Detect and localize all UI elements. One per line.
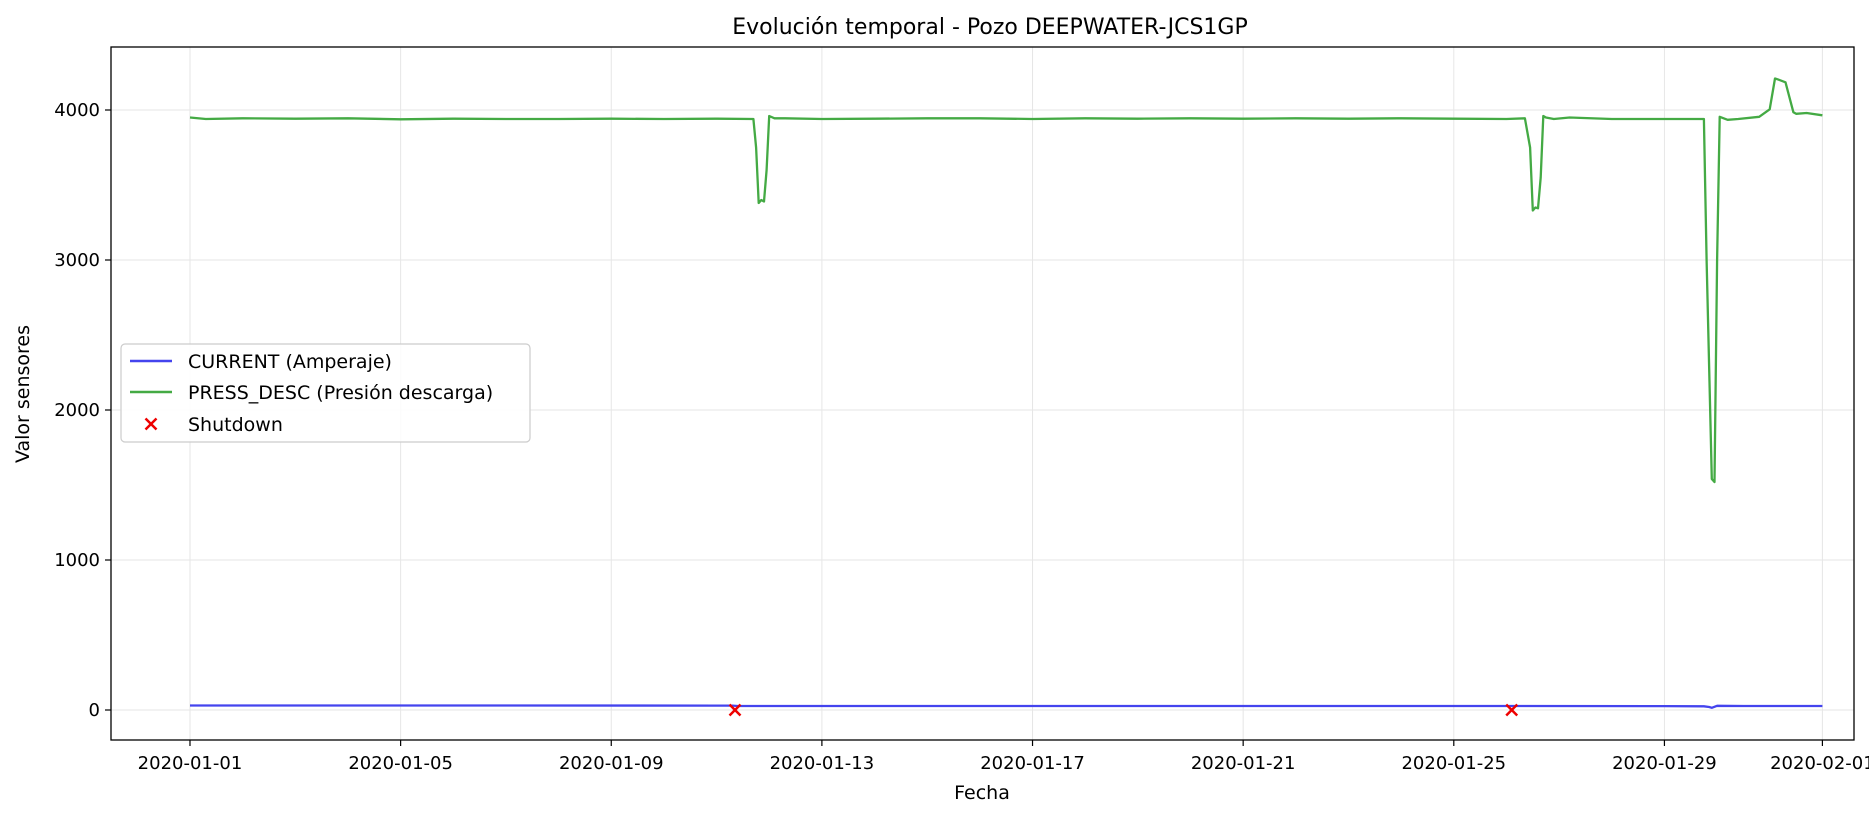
legend-label-press-desc: PRESS_DESC (Presión descarga) [188, 382, 493, 404]
shutdown-marker-stroke [728, 703, 742, 717]
y-tick-label: 1000 [54, 550, 100, 571]
x-tick-label: 2020-01-13 [770, 753, 875, 774]
legend-swatch-shutdown [144, 417, 158, 431]
x-tick-label: 2020-01-29 [1612, 753, 1717, 774]
x-tick-label: 2020-01-21 [1191, 753, 1296, 774]
plot-frame [110, 46, 1855, 741]
y-tick-label: 4000 [54, 100, 100, 121]
shutdown-marker [728, 703, 742, 717]
x-tick-label: 2020-01-01 [138, 753, 243, 774]
x-tick-label: 2020-02-01 [1770, 753, 1869, 774]
current-series-line [190, 704, 1823, 709]
x-tick-label: 2020-01-09 [559, 753, 664, 774]
x-axis-ticks: 2020-01-01 2020-01-05 2020-01-09 2020-01-13… [138, 740, 1869, 774]
legend-label-current: CURRENT (Amperaje) [188, 351, 392, 373]
legend-box [120, 343, 531, 443]
x-axis-label: Fecha [954, 782, 1010, 804]
shutdown-marker [1505, 703, 1519, 717]
y-tick-label: 0 [89, 700, 100, 721]
chart-title: Evolución temporal - Pozo DEEPWATER-JCS1… [732, 15, 1248, 40]
x-tick-label: 2020-01-05 [348, 753, 453, 774]
shutdown-marker-stroke [1505, 703, 1519, 717]
series-lines [189, 77, 1823, 709]
legend-shutdown-marker [144, 417, 158, 431]
y-tick-label: 3000 [54, 250, 100, 271]
y-axis-ticks: 0 1000 2000 3000 4000 [54, 100, 111, 721]
legend-label-shutdown: Shutdown [188, 414, 283, 436]
y-tick-label: 2000 [54, 400, 100, 421]
press-desc-series-line [189, 77, 1823, 484]
y-axis-label: Valor sensores [12, 325, 34, 463]
legend-shutdown-marker-stroke [144, 417, 158, 431]
x-tick-label: 2020-01-25 [1401, 753, 1506, 774]
shutdown-markers [728, 703, 1519, 717]
legend: CURRENT (Amperaje) PRESS_DESC (Presión d… [120, 343, 531, 443]
x-tick-label: 2020-01-17 [980, 753, 1085, 774]
